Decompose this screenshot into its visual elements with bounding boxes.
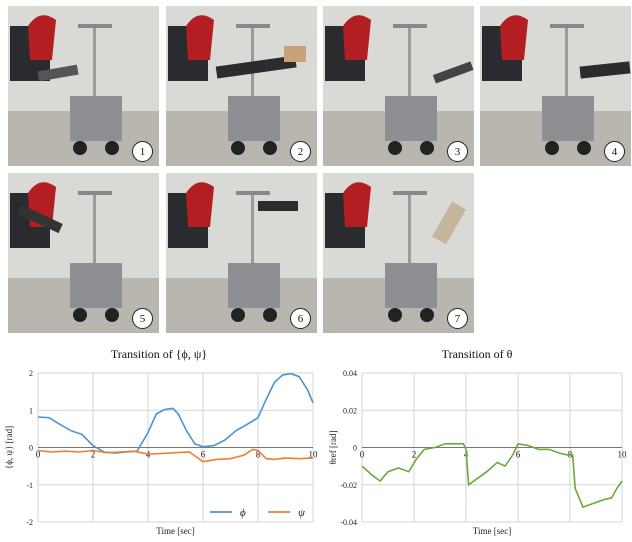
robot-photo: [166, 173, 317, 333]
x-tick-label: 2: [91, 450, 96, 460]
x-tick-label: 6: [201, 450, 206, 460]
photo-panel-7: 7: [323, 173, 474, 333]
step-number-badge: 1: [132, 141, 153, 162]
x-axis-title: Time [sec]: [473, 526, 511, 536]
y-tick-label: -0.04: [340, 518, 357, 527]
robot-photo: [480, 6, 631, 166]
y-axis-title: θref [rad]: [328, 430, 338, 464]
step-number-badge: 7: [447, 308, 468, 329]
y-tick-label: 0.04: [343, 369, 357, 378]
chart-title: Transition of θ: [441, 347, 513, 361]
y-tick-label: 1: [29, 406, 33, 415]
photo-panel-5: 5: [8, 173, 159, 333]
series-line: [37, 372, 314, 454]
x-tick-label: 10: [618, 450, 628, 460]
series-line: [37, 448, 314, 463]
x-tick-label: 6: [516, 450, 521, 460]
photo-panel-6: 6: [166, 173, 317, 333]
chart-title: Transition of {ϕ, ψ}: [110, 347, 208, 361]
photo-panel-1: 1: [8, 6, 159, 166]
photo-panel-3: 3: [323, 6, 474, 166]
y-tick-label: -1: [26, 481, 33, 490]
x-tick-label: 10: [309, 450, 319, 460]
y-tick-label: -2: [26, 518, 33, 527]
y-tick-label: -0.02: [340, 481, 357, 490]
photo-panel-2: 2: [166, 6, 317, 166]
phi-psi-chart: Transition of {ϕ, ψ} 2 1 0 -1 -2 0 2 4 6 8 10 Time …: [0, 347, 318, 537]
legend-label: ψ: [298, 507, 305, 519]
step-number-badge: 2: [290, 141, 311, 162]
step-number-badge: 4: [604, 141, 625, 162]
x-tick-label: 0: [36, 450, 41, 460]
x-axis-title: Time [sec]: [156, 526, 194, 536]
x-tick-label: 8: [256, 450, 261, 460]
theta-chart: Transition of θ 0.04 0.02 0 -0.02 -0.04 0 2 4 6 8…: [322, 347, 632, 537]
x-tick-label: 2: [412, 450, 417, 460]
y-tick-label: 0: [29, 444, 33, 453]
y-tick-label: 2: [29, 369, 33, 378]
x-tick-label: 0: [360, 450, 365, 460]
step-number-badge: 5: [132, 308, 153, 329]
series-line: [361, 442, 623, 509]
robot-photo: [8, 173, 159, 333]
legend-label: ϕ: [240, 507, 246, 519]
robot-photo: [8, 6, 159, 166]
step-number-badge: 6: [290, 308, 311, 329]
y-tick-label: 0.02: [343, 406, 357, 415]
photo-panel-4: 4: [480, 6, 631, 166]
y-tick-label: 0: [353, 444, 357, 453]
y-axis-title: {ϕ, ψ} [rad]: [4, 426, 14, 469]
step-number-badge: 3: [447, 141, 468, 162]
